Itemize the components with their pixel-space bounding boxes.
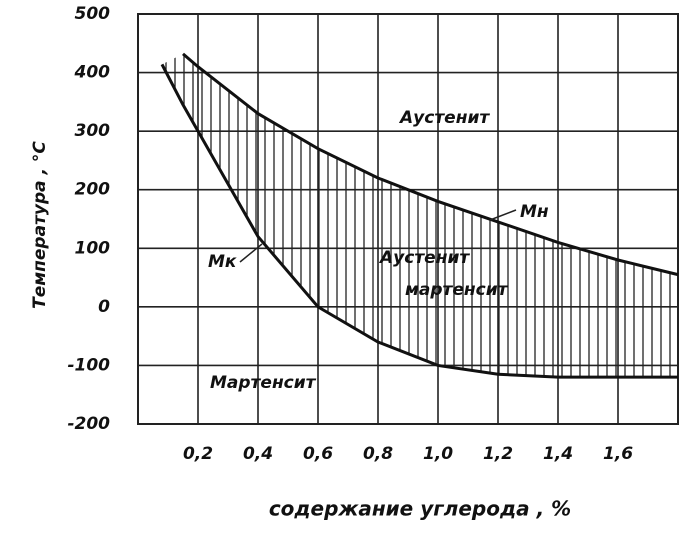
region-label: Аустенит <box>378 248 470 268</box>
y-tick-label: 500 <box>75 4 111 24</box>
y-tick-label: 100 <box>75 238 111 258</box>
y-tick-label: 400 <box>74 63 111 83</box>
region-label: Мартенсит <box>210 373 317 393</box>
curve-label: Мн <box>520 202 549 222</box>
x-tick-label: 1,0 <box>423 444 453 464</box>
x-tick-label: 0,2 <box>183 444 213 464</box>
curve <box>182 52 679 277</box>
y-tick-label: 0 <box>98 297 110 317</box>
y-axis-label: Температура , °C <box>30 141 50 309</box>
y-tick-label: 300 <box>75 121 111 141</box>
leader <box>239 243 263 263</box>
curve <box>160 63 678 379</box>
x-tick-label: 1,4 <box>543 444 573 464</box>
y-tick-label: 200 <box>75 180 111 200</box>
curve-label: Мк <box>208 252 237 272</box>
x-tick-label: 0,4 <box>243 444 273 464</box>
leader <box>489 209 517 221</box>
x-tick-label: 1,6 <box>603 444 633 464</box>
x-tick-label: 1,2 <box>483 444 513 464</box>
x-tick-label: 0,6 <box>303 444 333 464</box>
y-tick-label: -100 <box>67 355 110 375</box>
x-tick-label: 0,8 <box>363 444 393 464</box>
hatched-region <box>162 53 678 378</box>
y-tick-label: -200 <box>67 414 110 434</box>
x-axis-label: содержание углерода , % <box>269 497 571 521</box>
region-label: мартенсит <box>405 280 509 300</box>
region-label: Аустенит <box>398 108 490 128</box>
